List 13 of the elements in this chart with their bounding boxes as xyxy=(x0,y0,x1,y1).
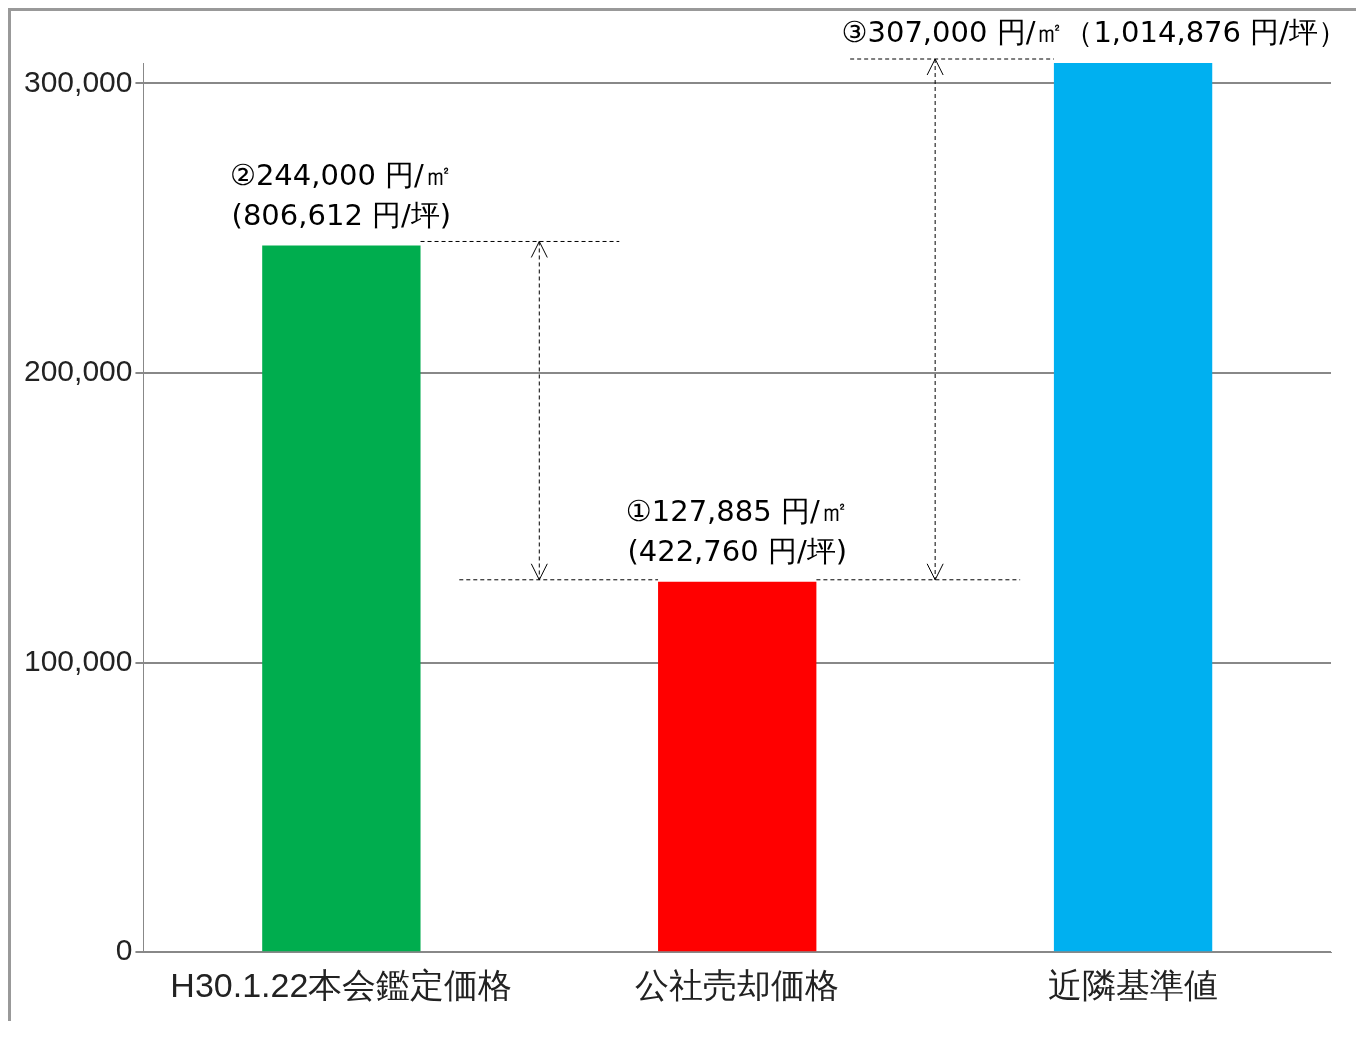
data-label: ③307,000 円/㎡（1,014,876 円/坪） xyxy=(841,15,1348,50)
y-tick-label: 200,000 xyxy=(23,354,133,388)
x-tick-label: 近隣基準値 xyxy=(1048,965,1219,1004)
bar xyxy=(262,245,421,952)
data-label: ①127,885 円/㎡ (422,760 円/坪) xyxy=(625,493,849,568)
y-tick-label: 0 xyxy=(115,933,133,967)
data-label: ②244,000 円/㎡ (806,612 円/坪) xyxy=(229,157,453,232)
y-tick-label: 300,000 xyxy=(23,64,133,98)
y-tick-label: 100,000 xyxy=(23,643,133,677)
x-tick-label: H30.1.22本会鑑定価格 xyxy=(170,965,513,1004)
bar xyxy=(1053,63,1213,952)
bar xyxy=(658,581,817,952)
x-tick-label: 公社売却価格 xyxy=(635,965,840,1004)
